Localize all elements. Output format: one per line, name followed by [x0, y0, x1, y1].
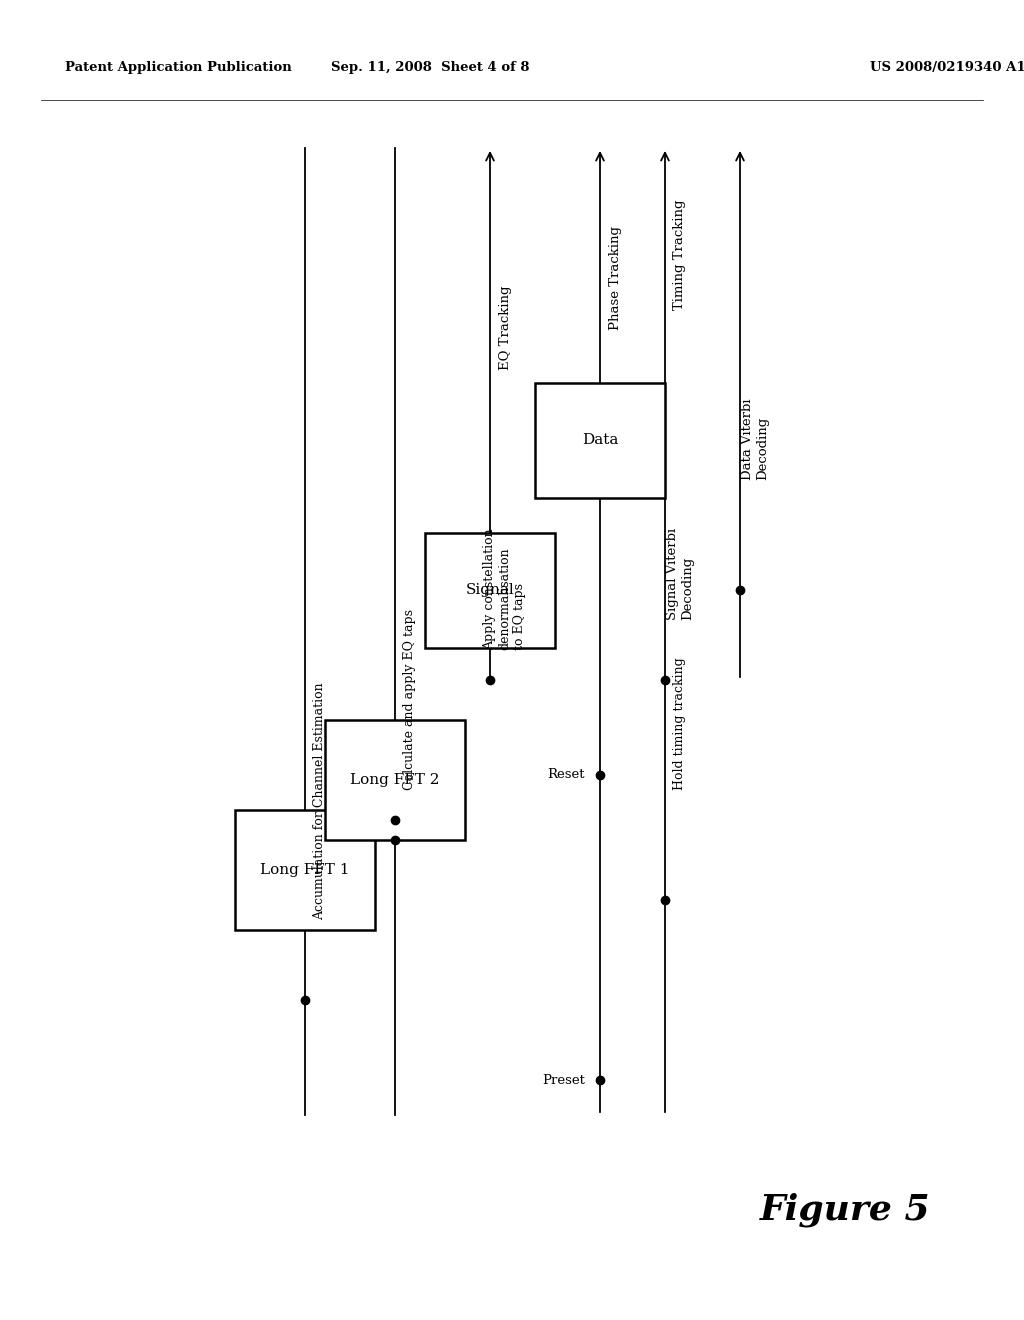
Bar — [234, 810, 375, 931]
Text: Reset: Reset — [548, 768, 585, 781]
Text: Preset: Preset — [542, 1073, 585, 1086]
Text: Apply constellation
denormalisation
to EQ taps: Apply constellation denormalisation to E… — [483, 528, 526, 649]
Text: Signal: Signal — [466, 583, 514, 597]
Text: Signal Viterbi
Decoding: Signal Viterbi Decoding — [666, 528, 694, 620]
Bar — [325, 719, 465, 840]
Text: EQ Tracking: EQ Tracking — [499, 285, 512, 370]
Bar — [535, 383, 665, 498]
Text: Sep. 11, 2008  Sheet 4 of 8: Sep. 11, 2008 Sheet 4 of 8 — [331, 62, 529, 74]
Text: Phase Tracking: Phase Tracking — [608, 226, 622, 330]
Text: Data: Data — [582, 433, 618, 447]
Text: Long FFT 2: Long FFT 2 — [350, 774, 439, 787]
Bar — [425, 532, 555, 648]
Text: US 2008/0219340 A1: US 2008/0219340 A1 — [870, 62, 1024, 74]
Text: Timing Tracking: Timing Tracking — [674, 199, 686, 310]
Text: Hold timing tracking: Hold timing tracking — [674, 657, 686, 789]
Text: Patent Application Publication: Patent Application Publication — [65, 62, 292, 74]
Text: Figure 5: Figure 5 — [760, 1193, 931, 1228]
Text: Accumulation for Channel Estimation: Accumulation for Channel Estimation — [313, 682, 327, 920]
Text: Data Viterbi
Decoding: Data Viterbi Decoding — [741, 399, 769, 480]
Text: Long FFT 1: Long FFT 1 — [260, 863, 350, 876]
Text: Calculate and apply EQ taps: Calculate and apply EQ taps — [403, 609, 417, 789]
